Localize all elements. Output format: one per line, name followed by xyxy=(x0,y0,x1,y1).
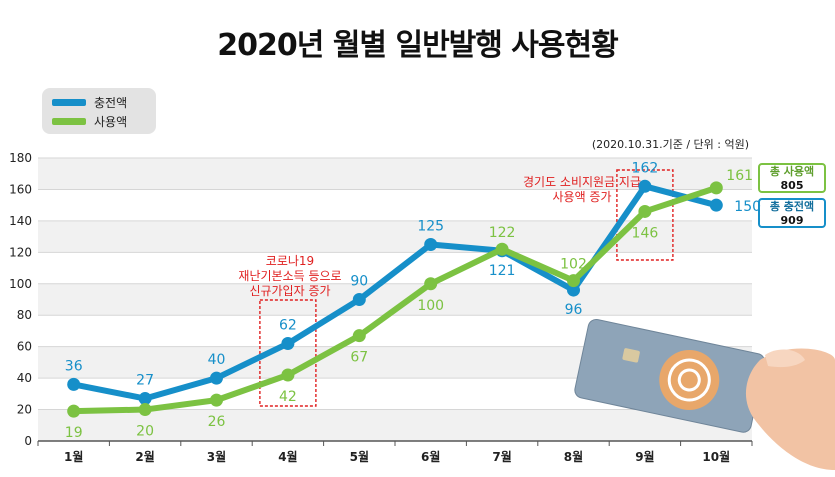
data-point-use xyxy=(138,403,152,417)
x-tick-label: 5월 xyxy=(350,449,369,464)
data-point-charge xyxy=(352,293,366,306)
card-emblem-ring xyxy=(667,358,711,402)
series-line-charge xyxy=(70,183,720,402)
total-use-value: 805 xyxy=(780,179,804,192)
y-tick-label: 20 xyxy=(17,403,32,417)
data-point-charge xyxy=(138,392,152,406)
annotation-box xyxy=(616,169,674,261)
y-tick-label: 180 xyxy=(9,151,32,165)
hand-illustration xyxy=(745,348,835,470)
annotation-text: 재난기본소득 등으로 xyxy=(238,269,341,283)
data-label-charge: 96 xyxy=(565,302,583,318)
chart-title: 2020년 월별 일반발행 사용현황 xyxy=(217,28,618,63)
series-line-use xyxy=(70,184,720,415)
total-charge-box: 총 충전액 909 xyxy=(758,198,826,228)
y-tick-label: 140 xyxy=(9,214,32,228)
annotation-text: 사용액 증가 xyxy=(552,190,611,204)
x-tick-label: 9월 xyxy=(635,449,654,464)
data-label-charge: 162 xyxy=(632,160,659,176)
data-point-charge xyxy=(210,371,223,385)
legend-label-charge: 충전액 xyxy=(94,95,128,110)
legend-item-charge: 충전액 xyxy=(52,93,127,111)
data-label-charge: 150 xyxy=(734,199,761,215)
data-label-use: 67 xyxy=(350,350,368,366)
total-use-label: 총 사용액 xyxy=(769,165,815,178)
x-tick-label: 7월 xyxy=(492,449,511,464)
grid-band xyxy=(38,409,752,441)
data-label-use: 146 xyxy=(632,225,659,241)
data-label-charge: 125 xyxy=(417,218,444,234)
data-label-charge: 40 xyxy=(208,352,226,368)
data-point-charge xyxy=(67,377,81,391)
data-label-use: 161 xyxy=(726,168,753,184)
data-label-use: 122 xyxy=(489,225,516,241)
data-point-charge xyxy=(567,283,580,297)
data-label-charge: 62 xyxy=(279,318,297,334)
data-label-charge: 121 xyxy=(489,263,516,279)
data-label-use: 19 xyxy=(65,425,83,441)
data-point-use xyxy=(210,393,223,407)
data-point-use xyxy=(67,404,81,418)
data-point-use xyxy=(567,274,580,288)
legend-swatch-charge xyxy=(52,98,86,106)
data-point-charge xyxy=(281,337,295,351)
y-tick-label: 40 xyxy=(17,371,32,385)
data-label-use: 100 xyxy=(417,298,444,314)
card-emblem-ring xyxy=(677,368,701,392)
x-tick-label: 1월 xyxy=(64,449,83,464)
annotation-text: 신규가입자 증가 xyxy=(249,284,330,298)
x-tick-label: 8월 xyxy=(564,449,583,464)
total-use-box: 총 사용액 805 xyxy=(758,163,826,193)
data-point-charge xyxy=(638,179,652,193)
x-tick-label: 3월 xyxy=(207,449,226,464)
data-point-use xyxy=(709,181,723,195)
data-label-use: 20 xyxy=(136,424,154,440)
x-tick-label: 4월 xyxy=(278,449,297,464)
data-point-charge xyxy=(424,237,438,251)
total-charge-value: 909 xyxy=(780,214,804,227)
card-chip xyxy=(622,348,640,363)
legend: 충전액 사용액 xyxy=(42,88,156,134)
data-label-charge: 90 xyxy=(350,274,368,290)
data-point-use xyxy=(638,204,652,218)
legend-label-use: 사용액 xyxy=(94,114,128,129)
y-tick-label: 60 xyxy=(17,340,32,354)
annotation-box xyxy=(259,299,317,407)
data-point-use xyxy=(495,242,509,256)
x-tick-label: 6월 xyxy=(421,449,440,464)
data-point-charge xyxy=(709,198,723,212)
hand-thumb xyxy=(765,349,805,368)
data-point-use xyxy=(424,277,438,291)
x-tick-label: 10월 xyxy=(702,449,730,464)
data-point-use xyxy=(281,368,295,382)
annotation-text: 경기도 소비지원금 지급 xyxy=(523,175,641,189)
data-point-use xyxy=(352,329,366,343)
legend-item-use: 사용액 xyxy=(52,112,127,130)
y-tick-label: 160 xyxy=(9,182,32,196)
unit-note: (2020.10.31.기준 / 단위 : 억원) xyxy=(591,138,749,151)
card-illustration xyxy=(574,318,766,433)
y-tick-label: 80 xyxy=(17,308,32,322)
x-tick-label: 2월 xyxy=(135,449,154,464)
data-label-use: 102 xyxy=(560,257,587,273)
data-label-use: 42 xyxy=(279,389,297,405)
legend-swatch-use xyxy=(52,117,86,125)
y-tick-label: 0 xyxy=(24,434,32,448)
grid-band xyxy=(38,158,752,190)
y-tick-label: 120 xyxy=(9,245,32,259)
data-label-charge: 36 xyxy=(65,358,83,374)
total-charge-label: 총 충전액 xyxy=(769,200,815,213)
annotation-text: 코로나19 xyxy=(266,254,314,268)
data-label-charge: 27 xyxy=(136,373,154,389)
y-tick-label: 100 xyxy=(9,277,32,291)
data-label-use: 26 xyxy=(208,414,226,430)
